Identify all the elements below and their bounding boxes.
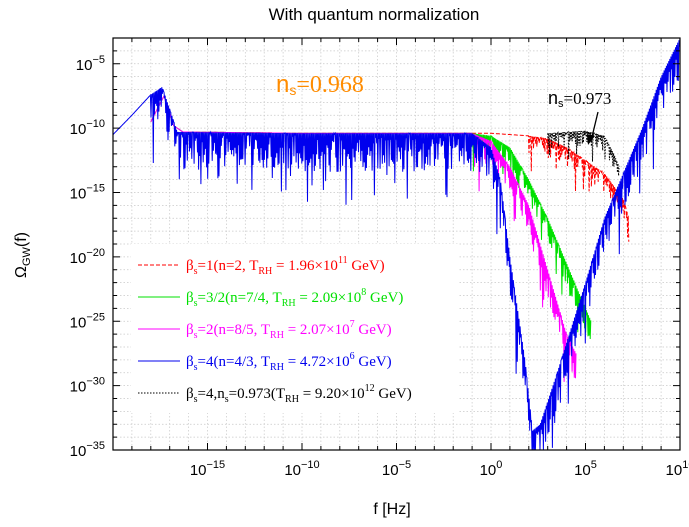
y-tick-label: 10−5 (76, 54, 105, 74)
annotation-arrow (587, 111, 599, 145)
x-tick-label: 10−10 (284, 459, 319, 479)
series-lines (112, 37, 681, 451)
series-line (547, 130, 620, 176)
series-line (112, 37, 681, 451)
x-tick-label: 100 (480, 459, 503, 479)
x-tick-label: 10−5 (382, 459, 411, 479)
x-tick-label: 10−15 (190, 459, 225, 479)
legend-label: βs=3/2(n=7/4, TRH = 2.09×108 GeV) (186, 287, 403, 309)
y-tick-label: 10−15 (70, 183, 105, 203)
annotation-ns-0973: ns=0.973 (548, 88, 611, 110)
legend-label: βs=4,ns=0.973(TRH = 9.20×1012 GeV) (186, 383, 412, 405)
legend-box (131, 244, 458, 413)
legend-label: βs=2(n=8/5, TRH = 2.07×107 GeV) (186, 319, 392, 341)
x-axis-label: f [Hz] (373, 501, 410, 518)
y-tick-label: 10−10 (70, 118, 105, 138)
legend: βs=1(n=2, TRH = 1.96×1011 GeV) βs=3/2(n=7… (131, 244, 458, 413)
y-tick-label: 10−25 (70, 311, 105, 331)
series-line (150, 95, 630, 242)
annotation-ns-0968: ns=0.968 (276, 71, 364, 98)
y-tick-label: 10−30 (70, 376, 105, 396)
y-tick-label: 10−20 (70, 247, 105, 267)
y-axis-label: ΩGW(f) (13, 232, 33, 278)
x-tick-label: 105 (574, 459, 597, 479)
legend-label: βs=4(n=4/3, TRH = 4.72×106 GeV) (186, 351, 392, 373)
chart-title: With quantum normalization (269, 5, 480, 24)
legend-label: βs=1(n=2, TRH = 1.96×1011 GeV) (186, 255, 385, 277)
y-tick-label: 10−35 (70, 440, 105, 460)
axis-ticks (112, 37, 681, 451)
